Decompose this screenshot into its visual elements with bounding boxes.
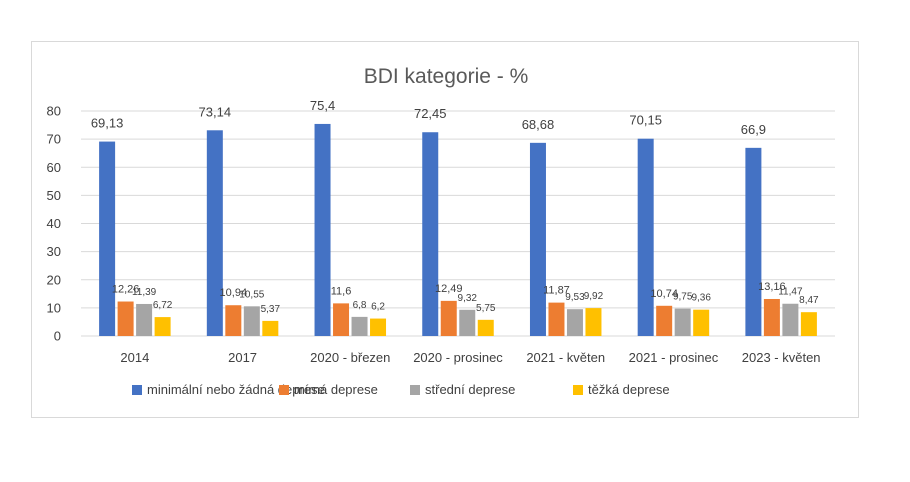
bar [243, 306, 260, 336]
bar [136, 303, 153, 336]
data-label: 12,26 [112, 284, 140, 296]
data-label: 70,15 [629, 113, 662, 128]
data-labels: 69,13 73,14 75,4 72,45 68,68 70,15 66,9 12,26 10… [91, 98, 819, 315]
data-label: 9,32 [458, 293, 478, 304]
y-tick-label: 30 [47, 244, 61, 259]
bar [206, 130, 223, 336]
x-category-label: 2014 [120, 350, 149, 365]
bar [440, 300, 457, 336]
legend-item-label: střední deprese [425, 382, 515, 397]
y-tick-label: 80 [47, 104, 61, 119]
bar [529, 142, 546, 336]
data-label: 68,68 [522, 117, 555, 132]
bar [782, 303, 799, 336]
bar [693, 309, 710, 336]
y-tick-label: 40 [47, 216, 61, 231]
data-label: 11,87 [543, 285, 570, 297]
bar [117, 301, 134, 336]
y-tick-label: 10 [47, 300, 61, 315]
data-label: 11,39 [132, 287, 157, 298]
x-category-label: 2020 - prosinec [413, 350, 503, 365]
data-label: 5,37 [261, 304, 281, 315]
bar [351, 316, 368, 336]
bar-chart: BDI kategorie - % 0 10 20 30 40 50 60 70 80 69,1… [47, 65, 835, 397]
bar [674, 308, 691, 336]
bar [314, 123, 331, 336]
y-tick-label: 60 [47, 160, 61, 175]
legend-swatch [410, 385, 420, 395]
legend-swatch [279, 385, 289, 395]
bars [99, 123, 817, 336]
data-label: 10,55 [239, 289, 264, 300]
data-label: 10,74 [650, 288, 678, 300]
data-label: 8,47 [799, 295, 819, 306]
bar [548, 302, 565, 336]
x-category-label: 2017 [228, 350, 257, 365]
data-label: 73,14 [199, 104, 232, 119]
y-tick-label: 20 [47, 272, 61, 287]
y-axis-ticks: 0 10 20 30 40 50 60 70 80 [47, 104, 61, 344]
x-category-label: 2021 - květen [526, 350, 605, 365]
bar [477, 319, 494, 336]
data-label: 6,2 [371, 302, 385, 313]
x-category-label: 2021 - prosinec [629, 350, 719, 365]
bar [422, 132, 439, 336]
data-label: 9,92 [584, 291, 604, 302]
bar [262, 320, 279, 336]
data-label: 75,4 [310, 98, 335, 113]
y-tick-label: 0 [54, 329, 61, 344]
gridlines [81, 110, 835, 337]
bar [745, 147, 762, 336]
bar [800, 312, 817, 336]
bar [459, 309, 476, 336]
data-label: 12,49 [435, 283, 463, 295]
bar [154, 317, 171, 336]
bar [99, 141, 116, 336]
bar [333, 303, 350, 336]
data-label: 9,53 [565, 292, 585, 303]
x-category-label: 2020 - březen [310, 350, 390, 365]
bar [370, 318, 387, 336]
y-tick-label: 70 [47, 132, 61, 147]
data-label: 10,94 [220, 287, 248, 299]
x-axis-categories: 2014 2017 2020 - březen 2020 - prosinec 2021… [120, 350, 820, 365]
data-label: 66,9 [741, 122, 766, 137]
data-label: 6,8 [353, 300, 367, 311]
bar [763, 298, 780, 336]
chart-title: BDI kategorie - % [364, 65, 529, 88]
bar [566, 309, 583, 336]
data-label: 72,45 [414, 106, 447, 121]
data-label: 6,72 [153, 300, 173, 311]
legend-item-label: mírná deprese [294, 382, 378, 397]
bar [656, 305, 673, 336]
data-label: 13,16 [758, 281, 786, 293]
legend-item-label: těžká deprese [588, 382, 670, 397]
data-label: 9,36 [691, 293, 711, 304]
legend-swatch [132, 385, 142, 395]
bar [225, 305, 242, 336]
legend-swatch [573, 385, 583, 395]
data-label: 5,75 [476, 303, 496, 314]
data-label: 69,13 [91, 116, 124, 131]
bar [637, 138, 654, 336]
data-label: 9,75 [673, 292, 693, 303]
data-label: 11,47 [778, 287, 803, 298]
chart-frame: BDI kategorie - % 0 10 20 30 40 50 60 70 80 69,1… [31, 41, 859, 418]
y-tick-label: 50 [47, 188, 61, 203]
bar [585, 308, 602, 336]
x-category-label: 2023 - květen [742, 350, 821, 365]
data-label: 11,6 [331, 285, 352, 297]
